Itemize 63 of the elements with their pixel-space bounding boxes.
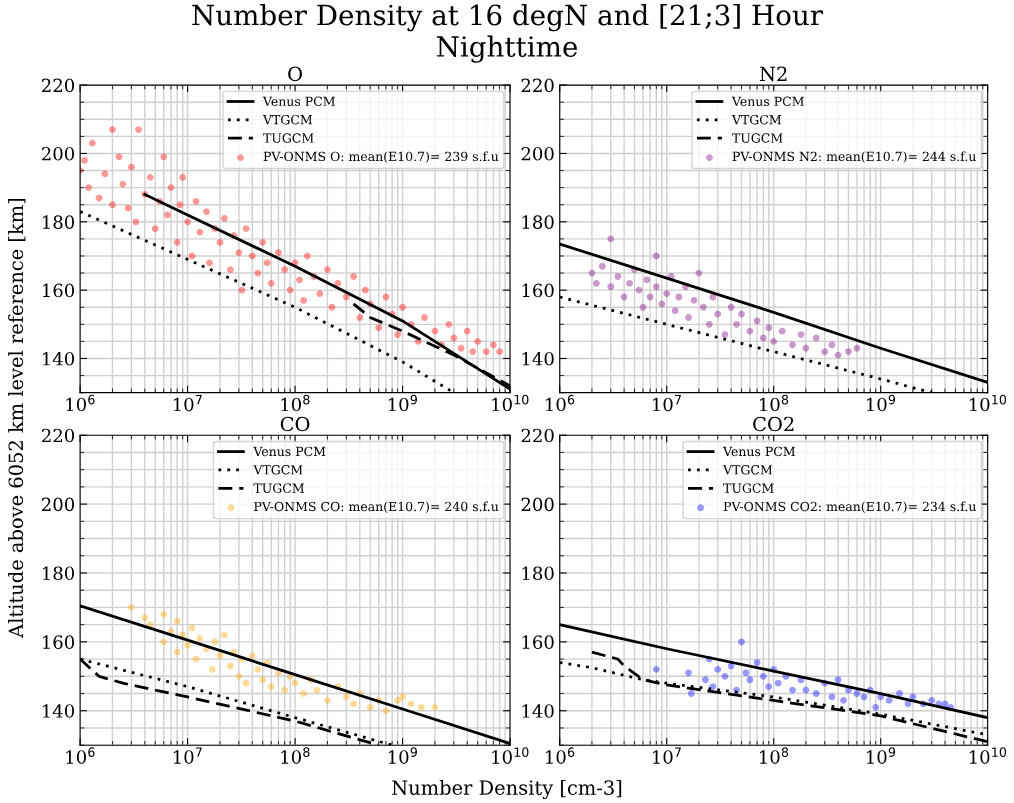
y-tick-label: 220 — [521, 428, 554, 443]
y-tick-label: 140 — [522, 704, 554, 718]
x-tick-label: 10$^{8}$ — [760, 747, 789, 764]
x-tick-label: 10$^{10}$ — [969, 394, 1007, 412]
chart-title: O — [288, 66, 302, 82]
chart-title: CO2 — [753, 416, 794, 432]
y-tick-label: 140 — [42, 704, 75, 718]
legend-label: VTGCM — [262, 114, 313, 125]
x-tick-label: 10$^{6}$ — [546, 394, 575, 412]
legend-label: Venus PCM — [253, 446, 326, 457]
y-tick-label: 220 — [521, 78, 554, 93]
chart-title: CO — [280, 416, 310, 432]
legend-label: Venus PCM — [731, 96, 804, 107]
legend-label: VTGCM — [722, 465, 773, 475]
x-tick-label: 10$^{9}$ — [388, 747, 417, 764]
text: Number Density at 16 degN and [21;3] Hour Nighttime — [192, 4, 824, 63]
x-tick-label: 10$^{8}$ — [281, 394, 310, 412]
legend-label: TUGCM — [732, 133, 783, 143]
y-tick-label: 200 — [42, 146, 75, 161]
y-tick-label: 160 — [42, 635, 75, 649]
x-tick-label: 10$^{9}$ — [388, 394, 417, 412]
x-tick-label: 10$^{6}$ — [66, 747, 95, 764]
x-tick-label: 10$^{6}$ — [546, 747, 575, 764]
y-tick-label: 200 — [42, 497, 75, 512]
legend-label: TUGCM — [253, 483, 305, 493]
chart-title: N2 — [759, 66, 787, 82]
x-tick-label: 10$^{7}$ — [653, 395, 681, 412]
y-tick-label: 160 — [522, 283, 554, 298]
y-tick-label: 180 — [42, 566, 75, 581]
y-tick-label: 140 — [522, 351, 554, 366]
legend-label: Venus PCM — [722, 446, 795, 457]
x-tick-label: 10$^{6}$ — [66, 394, 95, 412]
x-tick-label: 10$^{10}$ — [492, 747, 529, 764]
y-tick-label: 180 — [522, 215, 554, 229]
y-tick-label: 220 — [42, 78, 75, 93]
y-tick-label: 180 — [522, 566, 554, 581]
legend-label: PV-ONMS CO2: mean(E10.7)= 234 s.f.u — [723, 501, 976, 513]
legend-label: Venus PCM — [262, 96, 335, 107]
x-tick-label: 10$^{7}$ — [173, 747, 202, 764]
x-tick-label: 10$^{10}$ — [969, 747, 1007, 764]
y-tick-label: 160 — [42, 283, 75, 298]
x-tick-label: 10$^{7}$ — [653, 747, 681, 764]
legend-label: TUGCM — [723, 483, 774, 493]
legend-label: PV-ONMS N2: mean(E10.7)= 244 s.f.u — [732, 151, 976, 163]
x-tick-label: 10$^{8}$ — [281, 747, 310, 764]
y-tick-label: 180 — [42, 215, 75, 229]
x-axis-title: Number Density [cm-3] — [392, 779, 622, 799]
legend-label: PV-ONMS CO: mean(E10.7)= 240 s.f.u — [254, 501, 499, 513]
legend-label: VTGCM — [731, 114, 782, 125]
y-tick-label: 140 — [42, 351, 75, 366]
y-tick-label: 220 — [42, 428, 75, 443]
x-tick-label: 10$^{8}$ — [760, 394, 789, 412]
x-tick-label: 10$^{7}$ — [173, 395, 202, 412]
y-tick-label: 200 — [521, 497, 554, 512]
y-tick-label: 200 — [521, 146, 554, 161]
legend-label: TUGCM — [263, 133, 314, 143]
x-tick-label: 10$^{9}$ — [866, 394, 896, 412]
legend-label: VTGCM — [253, 465, 303, 475]
x-tick-label: 10$^{10}$ — [492, 394, 529, 412]
y-axis-title: Altitude above 6052 km level reference [km] — [8, 198, 26, 639]
legend-label: PV-ONMS O: mean(E10.7)= 239 s.f.u — [263, 151, 499, 163]
x-tick-label: 10$^{9}$ — [866, 747, 896, 764]
y-tick-label: 160 — [522, 635, 554, 649]
